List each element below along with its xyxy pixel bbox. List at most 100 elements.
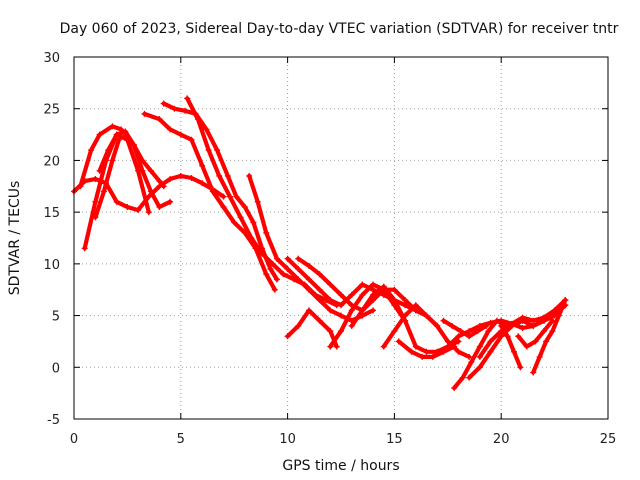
data-point [370, 281, 377, 288]
data-point [498, 333, 505, 340]
data-point [444, 343, 451, 350]
data-point [493, 317, 500, 324]
data-point [214, 147, 221, 154]
data-point [434, 348, 441, 355]
data-point [412, 343, 419, 350]
data-point [188, 136, 195, 143]
data-point [508, 320, 515, 327]
series-track-7 [160, 100, 280, 283]
data-point [188, 175, 195, 182]
data-point [466, 374, 473, 381]
data-point [254, 198, 261, 205]
data-point [338, 291, 344, 298]
data-point [156, 203, 163, 210]
data-point [171, 105, 178, 112]
data-point [167, 198, 174, 205]
data-point [263, 271, 270, 278]
data-point [124, 203, 131, 210]
data-point [519, 324, 526, 331]
x-tick-label: 25 [600, 432, 617, 447]
data-point [451, 343, 458, 350]
data-point [327, 328, 334, 335]
data-point [549, 328, 556, 335]
data-point [273, 255, 280, 262]
y-tick-label: 5 [52, 310, 60, 325]
data-point [205, 147, 212, 154]
data-point [359, 307, 366, 314]
series-line [441, 318, 489, 339]
data-point [402, 297, 409, 304]
data-point [423, 348, 430, 355]
data-point [348, 307, 355, 314]
series-track-24 [440, 317, 490, 340]
series-line [285, 256, 429, 318]
data-point [284, 333, 291, 340]
data-point [327, 281, 334, 288]
data-point [130, 141, 137, 148]
data-point [92, 176, 99, 183]
data-point [487, 348, 494, 355]
data-point [498, 322, 505, 329]
data-point [530, 369, 537, 376]
series-track-22 [530, 297, 569, 376]
data-point [220, 203, 227, 210]
y-tick-label: -5 [47, 413, 60, 428]
data-point [517, 364, 524, 371]
data-point [440, 317, 447, 324]
data-point [271, 286, 278, 293]
y-tick-label: 0 [52, 361, 60, 376]
data-point [316, 317, 323, 324]
data-point [468, 359, 475, 366]
data-point [147, 188, 154, 195]
data-point [391, 297, 398, 304]
y-tick-label: 30 [43, 51, 60, 66]
series-track-11 [284, 307, 340, 350]
data-point [135, 207, 142, 214]
data-point [273, 276, 280, 283]
data-point [246, 172, 253, 179]
data-point [511, 348, 518, 355]
data-point [434, 322, 441, 329]
data-point [280, 271, 287, 278]
data-point [549, 317, 556, 324]
x-tick-label: 0 [70, 432, 78, 447]
series-line [396, 339, 457, 359]
y-tick-label: 20 [43, 154, 60, 169]
data-point [455, 333, 462, 340]
series-line [93, 137, 122, 220]
data-point [109, 157, 116, 164]
data-point [203, 126, 210, 133]
data-point [220, 193, 227, 200]
data-point [540, 314, 547, 321]
data-point [476, 353, 483, 360]
series-track-8 [184, 95, 340, 309]
data-point [391, 286, 398, 293]
series-track-5 [92, 136, 122, 221]
data-point [305, 286, 312, 293]
data-point [105, 147, 112, 154]
data-point [540, 328, 547, 335]
data-point [224, 172, 231, 179]
series-track-18 [451, 317, 509, 391]
data-point [449, 322, 456, 329]
data-point [305, 262, 312, 269]
series-line [467, 303, 568, 380]
data-point [167, 126, 174, 133]
plot-frame [73, 56, 609, 420]
data-point [209, 188, 216, 195]
data-point [412, 307, 419, 314]
tick-layer: 0 5 10 15 20 25 -5 0 5 10 15 20 25 30 [43, 51, 616, 447]
data-point [194, 116, 201, 123]
x-axis-label: GPS time / hours [282, 458, 399, 474]
data-point [483, 322, 490, 329]
x-tick-label: 15 [386, 432, 403, 447]
series-layer [71, 95, 569, 391]
data-point [370, 286, 377, 293]
data-point [167, 176, 174, 183]
data-point [248, 235, 255, 241]
data-point [305, 276, 312, 283]
data-point [216, 172, 223, 179]
x-tick-label: 10 [279, 432, 296, 447]
data-point [156, 116, 163, 123]
data-point [429, 353, 436, 360]
